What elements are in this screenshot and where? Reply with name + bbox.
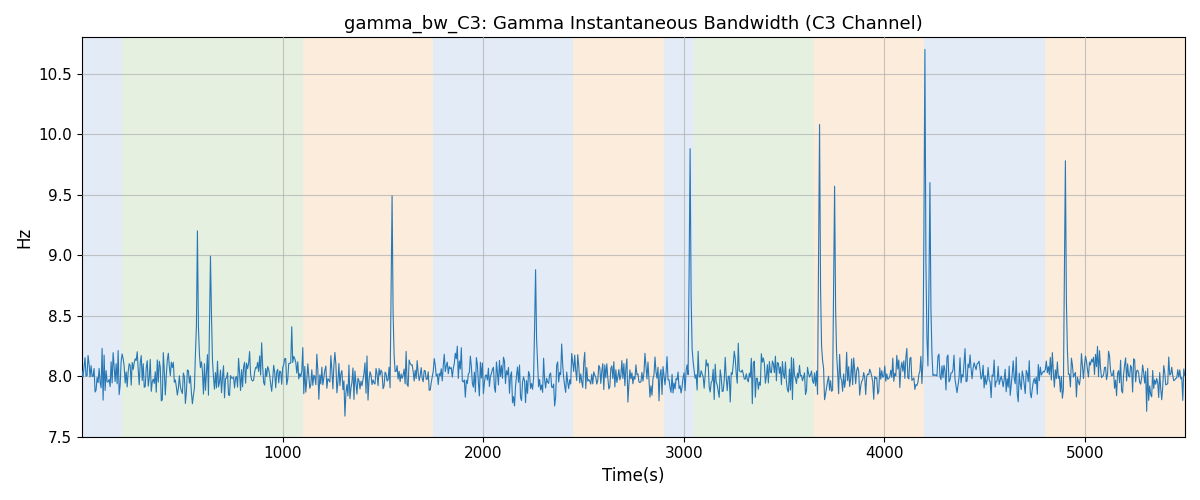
Title: gamma_bw_C3: Gamma Instantaneous Bandwidth (C3 Channel): gamma_bw_C3: Gamma Instantaneous Bandwid… [344,15,923,34]
Bar [122,38,302,436]
Bar [574,38,664,436]
Bar [302,38,433,436]
Bar [814,38,924,436]
X-axis label: Time(s): Time(s) [602,467,665,485]
Bar [664,38,694,436]
Bar [82,38,122,436]
Y-axis label: Hz: Hz [14,226,32,248]
Bar [703,38,814,436]
Bar [694,38,703,436]
Bar [1045,38,1200,436]
Bar [433,38,574,436]
Bar [924,38,1045,436]
